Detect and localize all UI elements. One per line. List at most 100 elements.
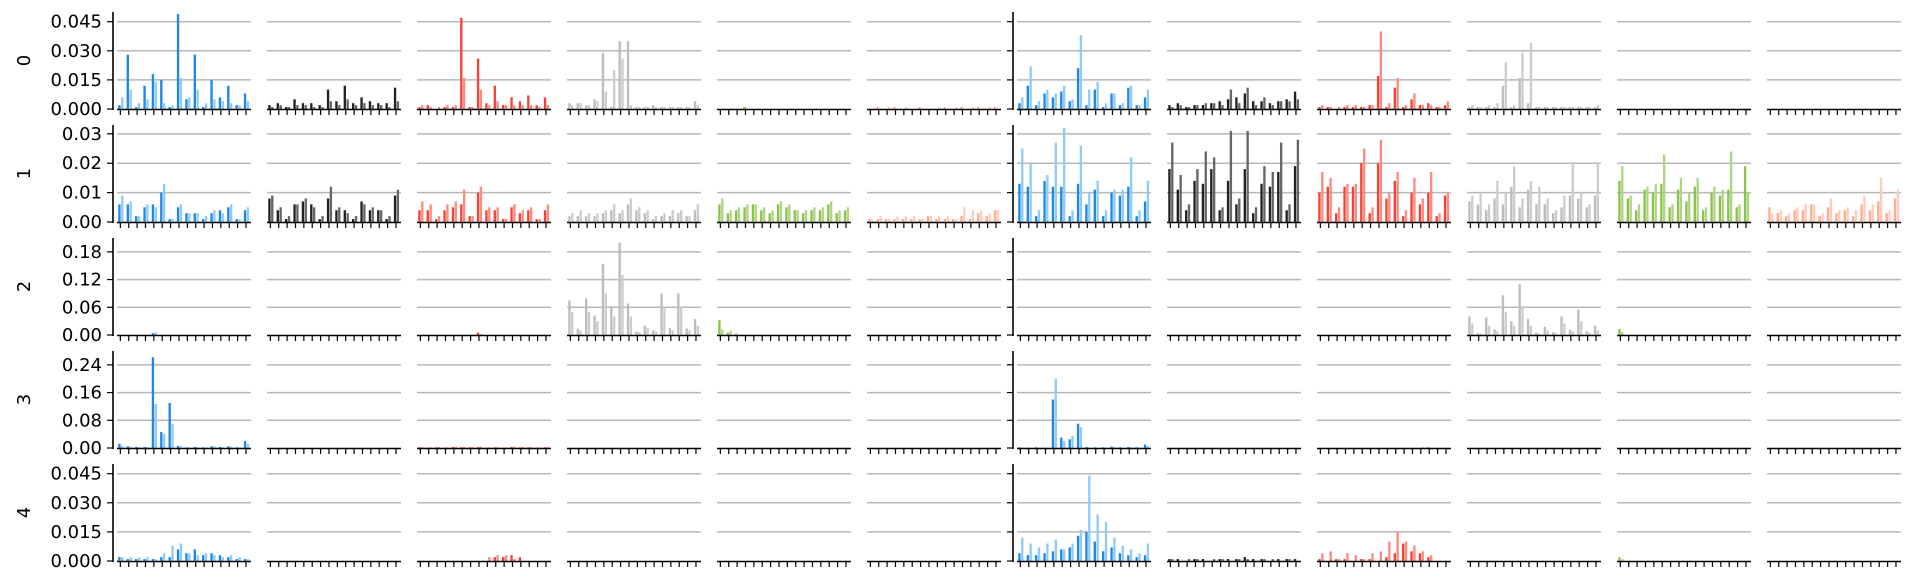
bar-light: [329, 101, 333, 109]
bar-light: [954, 219, 958, 222]
ytick-label: 0.030: [50, 493, 102, 514]
bar-light: [1888, 210, 1891, 222]
bar-light: [1037, 210, 1041, 222]
bar-dark: [1127, 446, 1130, 448]
bar-dark: [510, 97, 513, 109]
bar-light: [1346, 183, 1349, 222]
bar-light: [146, 99, 149, 109]
bar-dark: [1710, 192, 1713, 222]
panel-r2-c2: [417, 251, 551, 341]
bar-light: [671, 330, 674, 335]
bar-dark: [1226, 99, 1230, 109]
bar-dark: [1168, 559, 1171, 561]
bar-light: [454, 105, 457, 109]
panel-r3-c0: [107, 351, 251, 454]
bar-light: [721, 198, 724, 222]
bar-light: [221, 557, 224, 561]
bar-dark: [1135, 216, 1138, 222]
bar-dark: [418, 210, 421, 222]
bar-dark: [1552, 332, 1555, 335]
bar-dark: [1351, 107, 1355, 109]
bar-dark: [1501, 204, 1505, 222]
bar-light: [188, 447, 191, 448]
bar-light: [396, 189, 400, 222]
bar-light: [529, 207, 533, 222]
bar-dark: [793, 210, 796, 222]
bar-dark: [610, 210, 613, 222]
bar-dark: [1076, 423, 1080, 448]
bar-dark: [1035, 216, 1038, 222]
panel-r2-c9: [1467, 251, 1601, 341]
bar-dark: [118, 204, 121, 222]
bar-dark: [1501, 295, 1505, 335]
bar-light: [1896, 189, 1900, 222]
bar-dark: [660, 293, 663, 335]
bar-dark: [393, 195, 397, 222]
bar-dark: [1535, 332, 1538, 335]
bar-light: [462, 77, 466, 109]
bar-light: [938, 107, 941, 109]
panel-r1-c4: [717, 133, 851, 228]
bar-light: [1404, 210, 1408, 222]
panel-r0-c9: [1467, 20, 1601, 115]
bar-light: [1662, 154, 1666, 222]
bar-dark: [876, 107, 879, 109]
bar-dark: [1618, 180, 1621, 222]
bar-light: [1171, 559, 1174, 561]
bar-light: [1354, 183, 1357, 222]
bar-dark: [1068, 439, 1071, 448]
bar-dark: [1143, 201, 1147, 222]
bar-dark: [1243, 169, 1246, 222]
bar-dark: [1252, 559, 1255, 561]
bar-light: [1337, 107, 1341, 109]
bar-light: [154, 332, 157, 335]
bar-light: [579, 210, 582, 222]
bar-light: [879, 216, 882, 222]
bar-light: [513, 204, 516, 222]
bar-dark: [1093, 189, 1096, 222]
bar-dark: [1843, 210, 1846, 222]
bar-light: [1438, 213, 1441, 222]
bar-light: [871, 219, 874, 222]
bar-light: [621, 210, 624, 222]
bar-dark: [126, 559, 129, 561]
bar-light: [587, 105, 591, 109]
bar-dark: [1552, 213, 1555, 222]
bar-dark: [693, 101, 697, 109]
bar-light: [804, 210, 808, 222]
bar-dark: [768, 213, 771, 222]
row-4: 4 0.000 0.015 0.030 0.045: [14, 464, 1901, 572]
bar-light: [421, 446, 424, 448]
ytick-label: 0.02: [62, 153, 102, 174]
bar-dark: [1410, 192, 1413, 222]
bar-dark: [168, 557, 171, 561]
bar-dark: [160, 557, 163, 561]
bar-dark: [210, 213, 213, 222]
bar-dark: [235, 219, 238, 222]
bar-dark: [151, 333, 155, 335]
bar-light: [1321, 553, 1324, 561]
ytick-label: 0.045: [50, 464, 102, 485]
bar-light: [721, 329, 724, 335]
bar-dark: [1727, 189, 1730, 222]
bar-light: [1529, 43, 1533, 109]
bar-light: [963, 207, 966, 222]
bar-light: [629, 198, 633, 222]
bar-light: [1171, 142, 1174, 222]
bar-light: [488, 207, 491, 222]
bar-dark: [135, 107, 138, 109]
bar-light: [188, 213, 191, 222]
bar-light: [213, 555, 216, 561]
bar-dark: [1618, 328, 1621, 335]
bar-light: [1421, 551, 1424, 561]
bar-dark: [735, 210, 738, 222]
bar-dark: [668, 328, 672, 335]
bar-light: [1196, 559, 1199, 561]
bar-dark: [543, 97, 547, 109]
ytick-label: 0.12: [62, 270, 102, 291]
bar-light: [221, 213, 224, 222]
bar-dark: [126, 446, 129, 448]
bar-dark: [601, 263, 605, 335]
bar-dark: [1410, 99, 1413, 109]
bar-light: [1429, 172, 1433, 222]
